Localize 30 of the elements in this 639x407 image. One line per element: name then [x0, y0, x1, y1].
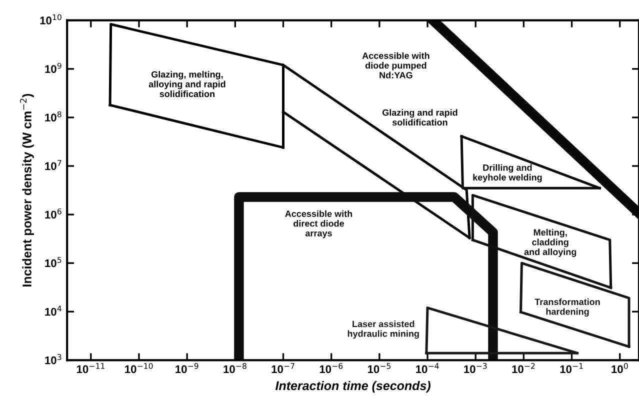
- x-axis-title: Interaction time (seconds): [275, 380, 430, 393]
- x-tick-label: 10$^{−3}$: [464, 362, 487, 374]
- series-label: Melting, cladding and alloying: [524, 228, 576, 257]
- x-tick-label: 10$^{0}$: [612, 362, 628, 374]
- x-tick-label: 10$^{−6}$: [320, 362, 343, 374]
- y-tick-label: 10$^{5}$: [45, 257, 62, 268]
- y-tick-label: 10$^{9}$: [45, 62, 62, 73]
- series-label: Transformation hardening: [534, 298, 600, 317]
- text: Glazing, melting, alloying and rapid solidification: [148, 70, 226, 98]
- x-tick-label: 10$^{−2}$: [512, 362, 535, 374]
- y-tick-label: 10$^{10}$: [40, 14, 62, 24]
- series-label: Glazing and rapid solidification: [382, 109, 458, 126]
- x-tick-label: 10$^{−4}$: [416, 363, 439, 374]
- series-label: Laser assisted hydraulic mining: [348, 320, 419, 339]
- y-tick-label: 10$^{7}$: [45, 160, 62, 170]
- y-tick-label: 10$^{8}$: [45, 111, 62, 122]
- series-label: Accessible with direct diode arrays: [285, 210, 352, 238]
- x-tick-label: 10$^{−8}$: [224, 362, 246, 374]
- y-axis-title: Incident power density (W cm$^{−2}$): [20, 94, 34, 286]
- y-tick-label: 10$^{3}$: [45, 354, 62, 364]
- x-tick-label: 10$^{−11}$: [76, 363, 104, 374]
- series-label: Drilling and keyhole welding: [473, 164, 542, 182]
- x-tick-label: 10$^{−7}$: [272, 363, 294, 374]
- x-tick-label: 10$^{−1}$: [560, 363, 583, 374]
- text: Accessible with diode pumped Nd:YAG: [362, 52, 430, 78]
- y-tick-label: 10$^{6}$: [45, 208, 62, 219]
- x-tick-label: 10$^{−10}$: [125, 362, 153, 374]
- x-tick-label: 10$^{−5}$: [368, 363, 391, 374]
- x-tick-label: 10$^{−9}$: [176, 362, 198, 374]
- y-tick-label: 10$^{4}$: [45, 306, 62, 316]
